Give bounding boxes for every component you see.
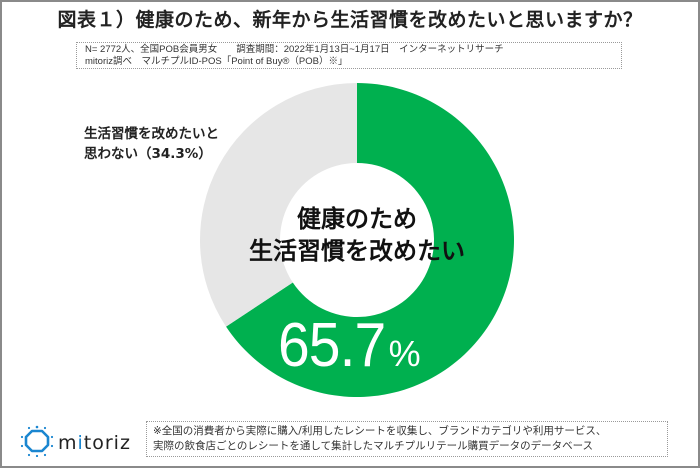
legend-line1: 生活習慣を改めたいと xyxy=(84,126,219,142)
logo-text-part: m xyxy=(58,432,78,454)
legend-line2: 思わない（34.3%） xyxy=(84,146,212,162)
footnote-line1: ※全国の消費者から実際に購入/利用したレシートを収集し、ブランドカテゴリや利用サ… xyxy=(153,425,607,437)
footnote-box: ※全国の消費者から実際に購入/利用したレシートを収集し、ブランドカテゴリや利用サ… xyxy=(146,421,668,457)
legend-label-not-changing: 生活習慣を改めたいと 思わない（34.3%） xyxy=(84,124,219,164)
main-percentage: 65.7% xyxy=(278,310,421,381)
logo-text-part: toriz xyxy=(83,432,131,454)
survey-info-line1: N= 2772人、全国POB会員男女 調査期間：2022年1月13日~1月17日… xyxy=(85,44,504,55)
donut-slice-not-changing xyxy=(200,83,357,327)
survey-info-box: N= 2772人、全国POB会員男女 調査期間：2022年1月13日~1月17日… xyxy=(76,42,622,69)
center-label-line1: 健康のため xyxy=(297,205,417,233)
donut-slices xyxy=(200,83,515,398)
mitoriz-logo: mitoriz xyxy=(20,425,131,461)
footnote-line2: 実際の飲食店ごとのレシートを通して集計したマルチプルリテール購買データのデータベ… xyxy=(153,440,594,452)
donut-slice-want-to-change xyxy=(226,83,515,398)
logo-text-accent: i xyxy=(77,432,84,454)
main-percentage-unit: % xyxy=(388,333,421,374)
main-percentage-value: 65.7 xyxy=(278,311,386,380)
chart-title: 図表１）健康のため、新年から生活習慣を改めたいと思いますか？ xyxy=(57,9,643,31)
donut-center-label: 健康のため 生活習慣を改めたい xyxy=(249,203,465,267)
mitoriz-logo-text: mitoriz xyxy=(58,432,131,454)
mitoriz-logo-icon xyxy=(20,425,54,461)
center-label-line2: 生活習慣を改めたい xyxy=(249,237,465,265)
survey-info-line2: mitoriz調べ マルチプルID-POS「Point of Buy®（POB）… xyxy=(85,56,348,67)
